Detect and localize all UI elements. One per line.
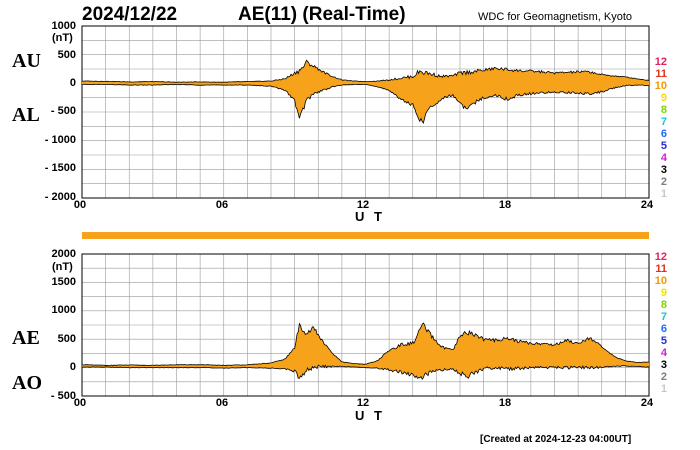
bottom-y-tick: - 500 [50,390,76,402]
legend-item: 9 [660,92,667,104]
bottom-y-tick: 0 [69,361,76,373]
bottom-x-tick: 00 [73,397,87,409]
legend-item: 1 [660,383,667,395]
top-y-tick: 500 [57,49,76,61]
bottom-y-tick: 1000 [51,304,76,316]
bottom-unit-label: (nT) [52,261,73,273]
created-timestamp: [Created at 2024-12-23 04:00UT] [480,434,632,445]
legend-item: 11 [655,68,667,80]
legend-item: 3 [660,164,667,176]
chart-title: AE(11) (Real-Time) [238,4,406,25]
legend-item: 2 [660,176,667,188]
bottom-x-axis-label: U T [355,408,385,423]
legend-item: 5 [660,140,667,152]
al-label: AL [12,104,40,126]
plot-frame [81,253,650,397]
series-lower-line [81,364,650,380]
status-bar [82,232,649,239]
top-y-tick: - 1000 [44,134,76,146]
legend-item: 3 [660,359,667,371]
legend-item: 11 [655,263,667,275]
legend-item: 6 [660,128,667,140]
legend-item: 10 [654,80,667,92]
series-upper-line [81,322,649,366]
legend-item: 7 [660,311,667,323]
top-x-tick: 00 [73,199,87,211]
top-y-tick: - 1500 [44,162,76,174]
legend-item: 1 [660,188,667,200]
legend-item: 12 [654,251,667,263]
date-label: 2024/12/22 [82,4,178,25]
ao-label: AO [12,372,42,394]
legend-item: 10 [654,275,667,287]
top-y-tick: 0 [69,77,76,89]
top-x-tick: 06 [215,199,229,211]
top-x-tick: 12 [356,199,370,211]
legend-item: 9 [660,287,667,299]
bottom-y-tick: 500 [57,333,76,345]
au-label: AU [12,50,41,72]
source-label: WDC for Geomagnetism, Kyoto [478,11,633,23]
top-x-tick: 18 [498,199,512,211]
series-lower-line [82,83,650,125]
legend-item: 5 [660,335,667,347]
series-upper-line [82,59,650,83]
bottom-x-tick: 06 [215,397,229,409]
top-x-tick: 24 [640,199,654,211]
area-fill [82,323,649,380]
legend-item: 8 [660,104,667,116]
top-y-tick: - 500 [50,105,76,117]
legend-item: 12 [654,56,667,68]
legend-item: 4 [660,347,667,359]
legend-item: 2 [660,371,667,383]
top-plot-area [81,25,650,199]
bottom-y-tick: 1500 [51,276,76,288]
bottom-y-tick: 2000 [51,248,76,260]
top-x-axis-label: U T [355,209,385,224]
legend-item: 8 [660,299,667,311]
legend-item: 4 [660,152,667,164]
legend-item: 7 [660,116,667,128]
top-y-tick: - 2000 [44,191,76,203]
top-y-tick: 1000 [51,20,76,32]
plot-frame [81,25,650,199]
top-legend: 12 11 10 9 8 7 6 5 4 3 2 1 [647,56,667,200]
legend-item: 6 [660,323,667,335]
bottom-x-tick: 12 [356,397,370,409]
area-fill [82,60,649,124]
bottom-x-tick: 18 [498,397,512,409]
bottom-x-tick: 24 [640,397,654,409]
bottom-plot-area [81,253,650,397]
bottom-legend: 12 11 10 9 8 7 6 5 4 3 2 1 [647,251,667,395]
ae-label: AE [12,327,40,349]
top-unit-label: (nT) [52,32,73,44]
